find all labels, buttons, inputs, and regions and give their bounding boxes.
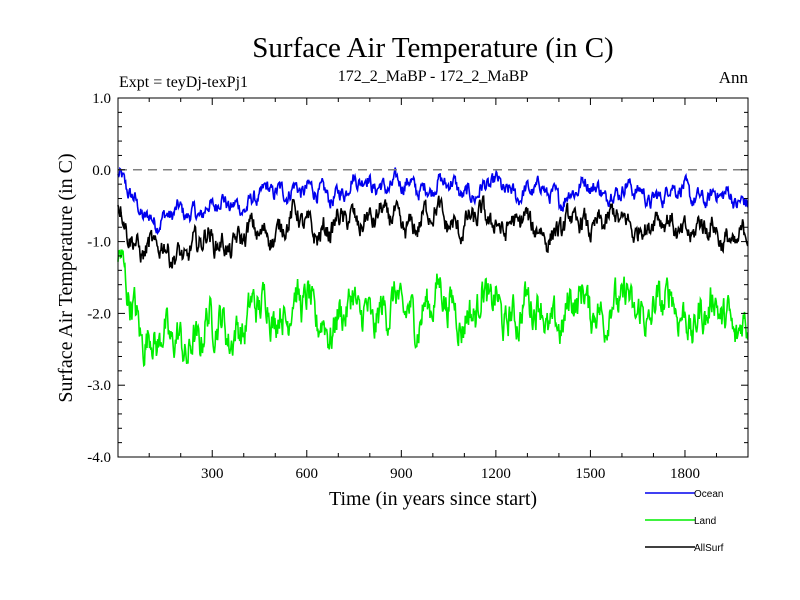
chart-title: Surface Air Temperature (in C) <box>252 32 613 64</box>
series-line-land <box>117 249 749 368</box>
x-tick-label: 1200 <box>481 466 511 482</box>
plot-frame <box>117 97 749 458</box>
legend: Ocean Land AllSurf <box>645 489 724 554</box>
y-axis: 1.0 0.0 -1.0 -2.0 -3.0 -4.0 <box>87 91 748 466</box>
y-tick-label: -1.0 <box>87 235 111 251</box>
legend-label-ocean: Ocean <box>694 489 723 500</box>
x-tick-label: 1500 <box>575 466 605 482</box>
x-tick-label: 900 <box>390 466 413 482</box>
y-tick-label: 0.0 <box>92 163 111 179</box>
x-tick-label: 300 <box>201 466 224 482</box>
series-layer <box>117 166 749 368</box>
y-tick-label: 1.0 <box>92 91 111 107</box>
subtitle-left: Expt = teyDj-texPj1 <box>119 74 248 91</box>
series-line-ocean <box>117 166 749 236</box>
legend-label-allsurf: AllSurf <box>694 543 724 554</box>
x-axis-label: Time (in years since start) <box>329 488 537 510</box>
y-tick-label: -4.0 <box>87 450 111 466</box>
y-tick-label: -2.0 <box>87 306 111 322</box>
x-tick-label: 600 <box>296 466 319 482</box>
subtitle-right: Ann <box>719 68 749 87</box>
plot-area <box>117 97 749 458</box>
x-tick-label: 1800 <box>670 466 700 482</box>
legend-label-land: Land <box>694 516 716 527</box>
series-line-allsurf <box>117 195 749 269</box>
y-tick-label: -3.0 <box>87 378 111 394</box>
y-axis-label: Surface Air Temperature (in C) <box>55 153 77 402</box>
subtitle-center: 172_2_MaBP - 172_2_MaBP <box>338 68 529 85</box>
x-axis: 300 600 900 1200 1500 1800 <box>148 98 717 482</box>
